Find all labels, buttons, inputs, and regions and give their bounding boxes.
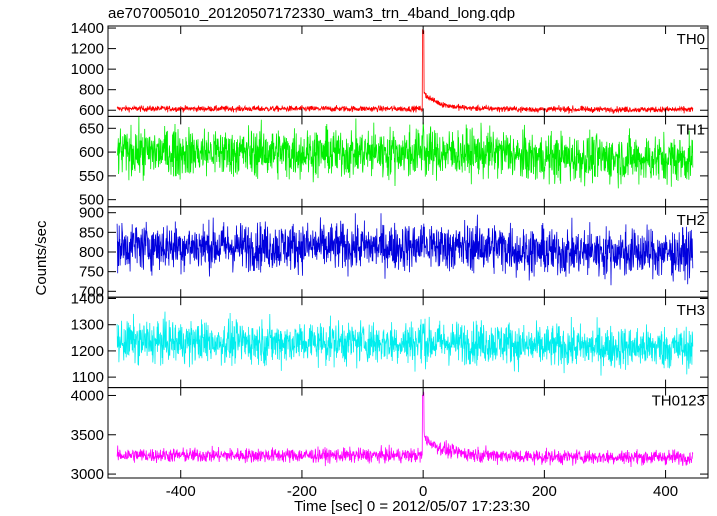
x-tick-label: 200 [532,483,557,500]
panel-th3: 1100 1200 1300 1400 TH3 [71,291,709,389]
series-line-th0123 [116,390,694,468]
series-line-th1 [116,116,694,189]
y-tick-label: 1200 [71,41,104,58]
y-tick-label: 750 [79,264,104,281]
chart-title: ae707005010_20120507172330_wam3_trn_4ban… [108,5,515,22]
y-tick-label: 1100 [72,369,104,386]
series-line-th0 [116,29,694,115]
y-tick-label: 800 [79,82,104,99]
x-axis-label: Time [sec] 0 = 2012/05/07 17:23:30 [294,498,530,515]
y-tick-label: 4000 [71,387,104,404]
y-tick-label: 3000 [71,466,104,483]
panel-label-th2: TH2 [677,212,705,229]
y-tick-label: 1000 [71,61,104,78]
x-tick-label: 0 [419,483,427,500]
panel-th0123: 3000 3500 4000 TH0123 [71,387,709,483]
y-tick-label: 1400 [71,20,104,37]
y-tick-label: 650 [79,120,104,137]
panel-frame [107,25,709,117]
y-tick-label: 600 [79,102,104,119]
panel-frame [107,387,709,479]
panel-th1: 500 550 600 650 TH1 [79,115,709,209]
y-tick-label: 3500 [71,427,104,444]
y-axis-label: Counts/sec [33,220,50,296]
y-tick-label: 600 [79,144,104,161]
x-tick-label: -200 [287,483,317,500]
y-tick-label: 500 [79,192,104,209]
y-tick-label: 1400 [71,291,104,308]
panel-label-th0123: TH0123 [652,393,705,410]
y-tick-label: 700 [79,283,104,300]
panel-th2: 700 750 800 850 900 TH2 [79,205,709,300]
panel-label-th1: TH1 [677,121,705,138]
panel-label-th0: TH0 [677,31,705,48]
y-tick-label: 1200 [71,343,104,360]
panel-th0: 600 800 1000 1200 1400 TH0 [71,20,709,119]
y-tick-label: 850 [79,224,104,241]
y-tick-label: 550 [79,168,104,185]
x-tick-label: -400 [166,483,196,500]
series-line-th2 [116,213,694,286]
y-tick-label: 1300 [71,317,104,334]
x-tick-label: 400 [653,483,678,500]
series-line-th3 [116,311,694,376]
panel-label-th3: TH3 [677,302,705,319]
y-tick-label: 900 [79,205,104,222]
y-tick-label: 800 [79,244,104,261]
